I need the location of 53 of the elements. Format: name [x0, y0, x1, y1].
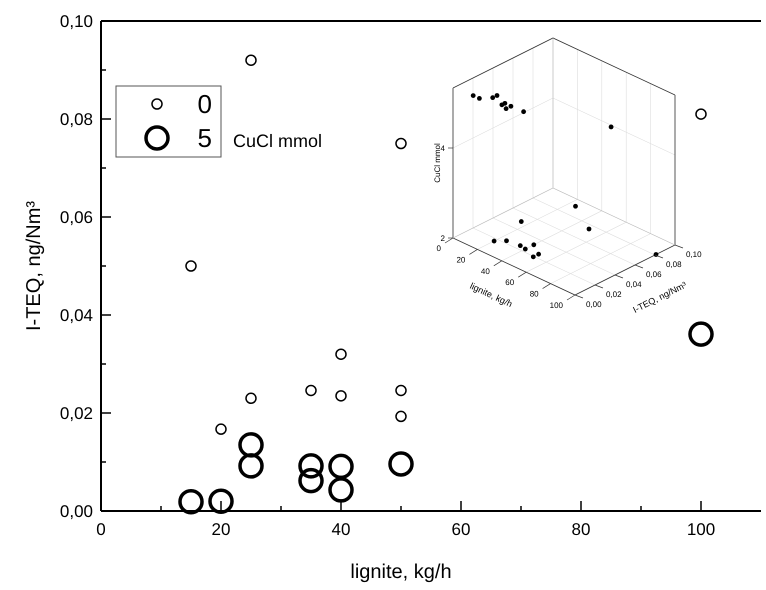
y-tick-label: 0,08: [60, 110, 93, 129]
annotation: 0,04: [626, 280, 642, 289]
x-tick-label: 20: [212, 520, 230, 539]
annotation: 0,02: [606, 290, 622, 299]
x-tick-label: 0: [96, 520, 106, 539]
point: [298, 453, 324, 479]
annotation: CuCl mmol: [433, 143, 442, 183]
y-tick-label: 0,06: [60, 208, 93, 227]
annotation: 0,10: [686, 250, 702, 259]
point: [245, 392, 257, 404]
annotation: 20: [456, 255, 466, 264]
y-axis-title: I-TEQ, ng/Nm³: [23, 200, 45, 332]
annotation: 0,00: [586, 300, 602, 309]
annotation: 40: [480, 266, 490, 276]
legend-title: CuCl mmol: [233, 131, 322, 151]
annotation: 4: [440, 144, 446, 153]
point: [335, 390, 347, 402]
legend-label: 5: [198, 123, 212, 153]
point: [238, 432, 264, 458]
annotation: 0,06: [646, 270, 662, 279]
x-tick-label: 80: [572, 520, 590, 539]
legend-label: 0: [198, 89, 212, 119]
annotation: 0,08: [666, 260, 682, 269]
point: [395, 384, 407, 396]
annotation: 2: [440, 234, 446, 243]
point: [395, 410, 407, 422]
y-tick-label: 0,04: [60, 306, 93, 325]
point: [688, 321, 714, 347]
point: [335, 348, 347, 360]
point: [215, 423, 227, 435]
x-tick-label: 100: [686, 520, 716, 539]
point: [395, 138, 407, 150]
point: [328, 454, 354, 480]
annotation: 100: [550, 301, 564, 310]
point: [208, 488, 234, 514]
point: [185, 260, 197, 272]
y-tick-label: 0,00: [60, 502, 93, 521]
point: [695, 108, 707, 120]
x-tick-label: 40: [332, 520, 350, 539]
y-tick-label: 0,02: [60, 404, 93, 423]
annotation: 0: [436, 244, 442, 253]
annotation: 60: [505, 278, 515, 288]
point: [178, 488, 204, 514]
point: [238, 453, 264, 479]
point: [298, 468, 324, 494]
point: [245, 54, 257, 66]
annotation: 80: [530, 290, 540, 299]
point: [305, 384, 317, 396]
x-axis-title: lignite, kg/h: [350, 561, 452, 583]
point: [388, 451, 414, 477]
point: [328, 477, 354, 503]
y-tick-label: 0,10: [60, 12, 93, 31]
x-tick-label: 60: [452, 520, 470, 539]
